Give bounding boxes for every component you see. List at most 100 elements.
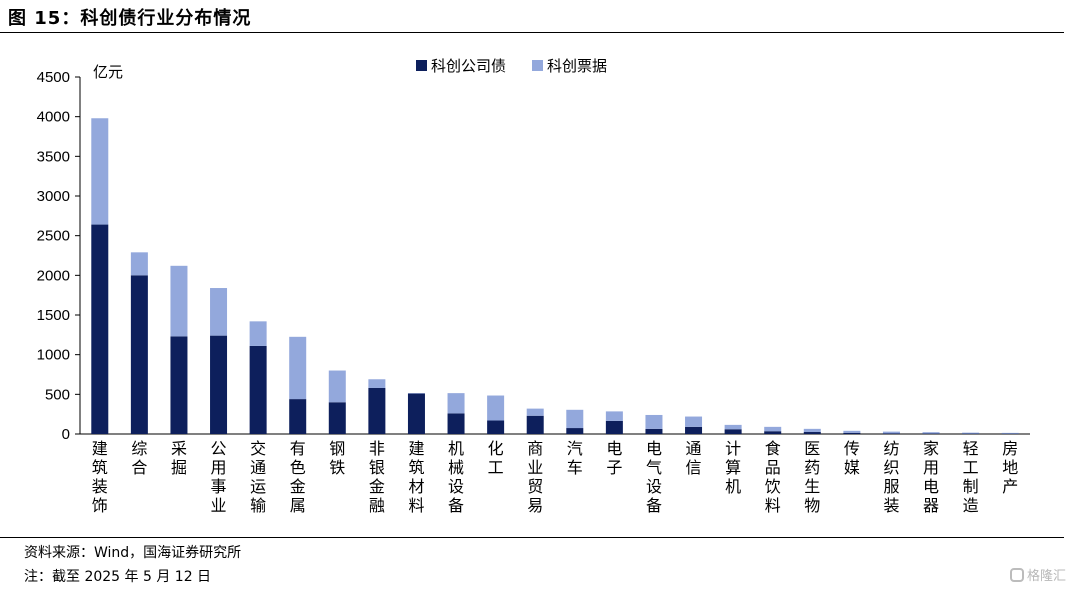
- x-category-label: 电: [606, 439, 622, 458]
- label-layer: 建筑装饰综合采掘公用事业交通运输有色金属钢铁非银金融建筑材料机械设备化工商业贸易…: [92, 439, 1018, 515]
- bar-segment-note: [724, 424, 742, 430]
- x-category-label: 气: [646, 458, 662, 477]
- bar-segment-note: [447, 393, 465, 414]
- bar-segment-corporate-bond: [645, 428, 663, 434]
- x-category-label: 综: [131, 439, 147, 458]
- bar-segment-corporate-bond: [407, 393, 425, 434]
- x-category-label: 算: [725, 458, 741, 477]
- bar-segment-note: [249, 321, 267, 346]
- x-category-label: 电: [646, 439, 662, 458]
- x-category-label: 信: [686, 458, 702, 477]
- bar-segment-corporate-bond: [566, 428, 584, 434]
- y-tick-label: 3500: [37, 148, 70, 165]
- x-category-label: 服: [883, 477, 899, 496]
- x-category-label: 金: [290, 477, 306, 496]
- x-category-label: 筑: [408, 458, 424, 477]
- x-category-label: 商: [527, 439, 543, 458]
- x-category-label: 机: [448, 439, 464, 458]
- x-category-label: 建: [408, 439, 424, 458]
- x-category-label: 品: [765, 458, 781, 477]
- bar-segment-note: [962, 432, 980, 434]
- bar-segment-corporate-bond: [922, 433, 940, 434]
- x-category-label: 设: [448, 477, 464, 496]
- y-tick-label: 1500: [37, 307, 70, 324]
- watermark-text: 格隆汇: [1026, 569, 1066, 584]
- x-category-label: 产: [1002, 477, 1018, 496]
- x-category-label: 传: [844, 439, 860, 458]
- bar-segment-corporate-bond: [803, 432, 821, 434]
- x-category-label: 纺: [883, 439, 899, 458]
- x-category-label: 业: [211, 496, 227, 515]
- x-category-label: 家: [923, 439, 939, 458]
- x-category-label: 银: [369, 458, 385, 477]
- bar-segment-note: [843, 430, 861, 433]
- bar-segment-note: [685, 416, 703, 427]
- y-tick-label: 2000: [37, 267, 70, 284]
- bar-segment-note: [882, 431, 900, 434]
- bar-segment-note: [566, 409, 584, 429]
- source-note: 资料来源：Wind，国海证券研究所: [24, 545, 242, 561]
- x-category-label: 色: [290, 458, 306, 477]
- stacked-bar-chart: 0 500 1000 1500 2000 2500 3000 3500 4000 4500 亿元 建…: [37, 57, 1030, 515]
- x-category-label: 料: [408, 496, 424, 515]
- bar-segment-note: [328, 370, 346, 403]
- x-category-label: 工: [963, 458, 979, 477]
- y-tick-label: 0: [62, 426, 70, 443]
- x-category-label: 交: [250, 439, 266, 458]
- axis-layer: 0 500 1000 1500 2000 2500 3000 3500 4000 4500 亿元: [37, 63, 1030, 443]
- x-category-label: 融: [369, 496, 385, 515]
- y-tick-label: 500: [45, 386, 70, 403]
- x-category-label: 子: [606, 458, 622, 477]
- x-category-label: 制: [963, 477, 979, 496]
- x-category-label: 生: [804, 477, 820, 496]
- bar-segment-note: [922, 432, 940, 434]
- y-tick-label: 2500: [37, 228, 70, 245]
- x-category-label: 易: [527, 496, 543, 515]
- x-category-label: 非: [369, 439, 385, 458]
- x-category-label: 筑: [92, 458, 108, 477]
- x-category-label: 计: [725, 439, 741, 458]
- bar-segment-corporate-bond: [764, 431, 782, 434]
- x-category-label: 机: [725, 477, 741, 496]
- x-category-label: 事: [211, 477, 227, 496]
- x-category-label: 合: [131, 458, 147, 477]
- bar-segment-note: [803, 428, 821, 433]
- x-category-label: 食: [765, 439, 781, 458]
- x-category-label: 药: [804, 458, 820, 477]
- bar-segment-note: [764, 426, 782, 432]
- x-category-label: 通: [250, 458, 266, 477]
- x-category-label: 业: [527, 458, 543, 477]
- x-category-label: 饮: [765, 477, 781, 496]
- bar-layer: [91, 118, 1019, 434]
- x-category-label: 贸: [527, 477, 543, 496]
- x-category-label: 用: [211, 458, 227, 477]
- x-category-label: 料: [765, 496, 781, 515]
- x-category-label: 有: [290, 439, 306, 458]
- x-category-label: 公: [211, 439, 227, 458]
- x-category-label: 轻: [963, 439, 979, 458]
- x-category-label: 采: [171, 439, 187, 458]
- x-category-label: 运: [250, 477, 266, 496]
- x-category-label: 材: [408, 477, 424, 496]
- bar-segment-corporate-bond: [487, 420, 505, 434]
- bar-segment-corporate-bond: [289, 399, 307, 434]
- bar-segment-note: [170, 265, 188, 337]
- x-category-label: 装: [92, 477, 108, 496]
- bar-segment-corporate-bond: [685, 426, 703, 434]
- x-category-label: 造: [963, 496, 979, 515]
- y-tick-label: 4500: [37, 69, 70, 86]
- x-category-label: 地: [1002, 458, 1018, 477]
- bar-segment-note: [1001, 432, 1019, 434]
- bar-segment-corporate-bond: [843, 432, 861, 434]
- y-tick-label: 4000: [37, 109, 70, 126]
- bar-segment-corporate-bond: [170, 336, 188, 434]
- x-category-label: 输: [250, 496, 266, 515]
- x-category-label: 备: [646, 496, 662, 515]
- bar-segment-note: [210, 288, 228, 336]
- bar-segment-note: [526, 408, 544, 416]
- x-category-label: 化: [488, 439, 504, 458]
- x-category-label: 属: [290, 496, 306, 515]
- x-category-label: 通: [686, 439, 702, 458]
- bar-segment-corporate-bond: [605, 420, 623, 434]
- x-category-label: 铁: [329, 458, 345, 477]
